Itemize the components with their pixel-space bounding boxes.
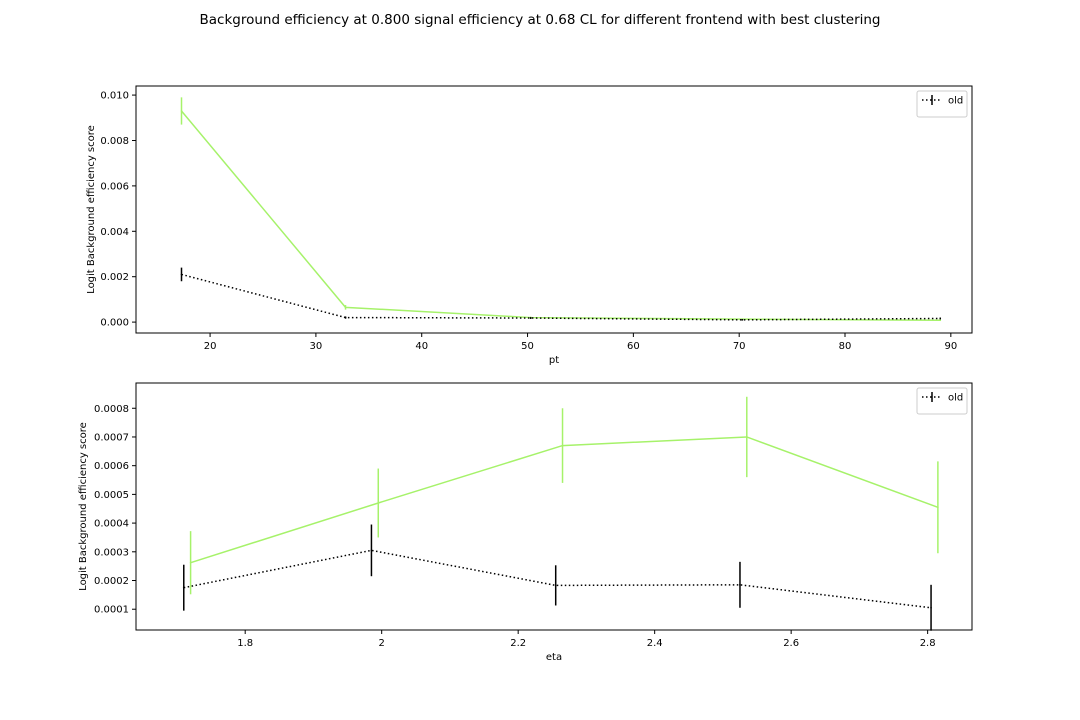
legend-label: old (948, 393, 963, 404)
data-point (189, 561, 192, 564)
y-tick-label: 0.008 (100, 136, 129, 147)
y-tick-label: 0.002 (100, 272, 129, 283)
x-tick-label: 80 (839, 341, 852, 352)
x-tick-label: 2.8 (920, 638, 936, 649)
legend-box (916, 90, 968, 118)
x-tick-label: 20 (204, 341, 217, 352)
x-axis-label: eta (546, 652, 562, 663)
data-point (939, 319, 942, 322)
data-point (180, 273, 183, 276)
y-tick-label: 0.004 (100, 227, 129, 238)
x-tick-label: 40 (415, 341, 428, 352)
series-line (180, 110, 941, 322)
data-point (377, 502, 380, 504)
x-tick-label: 30 (310, 341, 323, 352)
legend: old (916, 90, 968, 118)
x-tick-label: 2.2 (510, 638, 526, 649)
data-point (370, 549, 373, 552)
data-point (937, 506, 939, 509)
x-tick-label: 1.8 (237, 638, 253, 649)
series-old (180, 267, 942, 321)
data-point (745, 436, 748, 438)
x-tick-label: 60 (627, 341, 640, 352)
x-tick-label: 50 (521, 341, 534, 352)
data-point (182, 586, 185, 589)
data-point (529, 317, 532, 319)
data-point (180, 110, 183, 112)
y-tick-label: 0.0005 (94, 490, 129, 501)
x-tick-label: 2.4 (647, 638, 663, 649)
y-tick-label: 0.0008 (94, 404, 129, 415)
x-tick-label: 70 (733, 341, 746, 352)
y-axis-label: Logit Background efficiency score (86, 125, 97, 294)
series-old (182, 524, 932, 631)
y-tick-label: 0.0003 (94, 547, 129, 558)
x-tick-label: 2.6 (783, 638, 799, 649)
legend: old (916, 387, 968, 415)
data-point (344, 316, 347, 319)
data-point (939, 317, 942, 320)
y-tick-label: 0.0004 (94, 519, 129, 530)
y-tick-label: 0.0006 (94, 461, 129, 472)
figure-title: Background efficiency at 0.800 signal ef… (199, 12, 881, 28)
x-tick-label: 2 (378, 638, 384, 649)
y-tick-label: 0.006 (100, 181, 129, 192)
series-unnamed (189, 396, 939, 595)
data-point (741, 319, 744, 321)
x-tick-label: 90 (944, 341, 957, 352)
y-tick-label: 0.000 (100, 318, 129, 329)
series-line (181, 273, 941, 321)
series-line (190, 436, 939, 564)
data-point (344, 306, 347, 309)
data-point (554, 584, 557, 587)
y-tick-label: 0.010 (100, 91, 129, 102)
y-tick-label: 0.0001 (94, 605, 129, 616)
plot-panel-eta: 1.8 2 2.2 2.4 2.6 2.8 0.0001 0.0002 0.0003 0.0004… (78, 382, 973, 663)
y-axis-label: Logit Background efficiency score (78, 422, 89, 591)
plot-panel-pt: 20 30 40 50 60 70 80 90 0.000 0.002 0.004 0.006 0.00… (86, 85, 973, 366)
series-line (183, 549, 932, 609)
legend-box (916, 387, 968, 415)
series-unnamed (180, 97, 942, 322)
data-point (739, 584, 741, 586)
data-point (561, 444, 564, 447)
data-point (930, 606, 932, 609)
axes-frame (135, 382, 973, 631)
x-axis-label: pt (549, 355, 559, 366)
y-tick-label: 0.0002 (94, 576, 129, 587)
y-tick-label: 0.0007 (94, 432, 129, 443)
legend-label: old (948, 96, 963, 107)
axes-frame (135, 85, 973, 334)
